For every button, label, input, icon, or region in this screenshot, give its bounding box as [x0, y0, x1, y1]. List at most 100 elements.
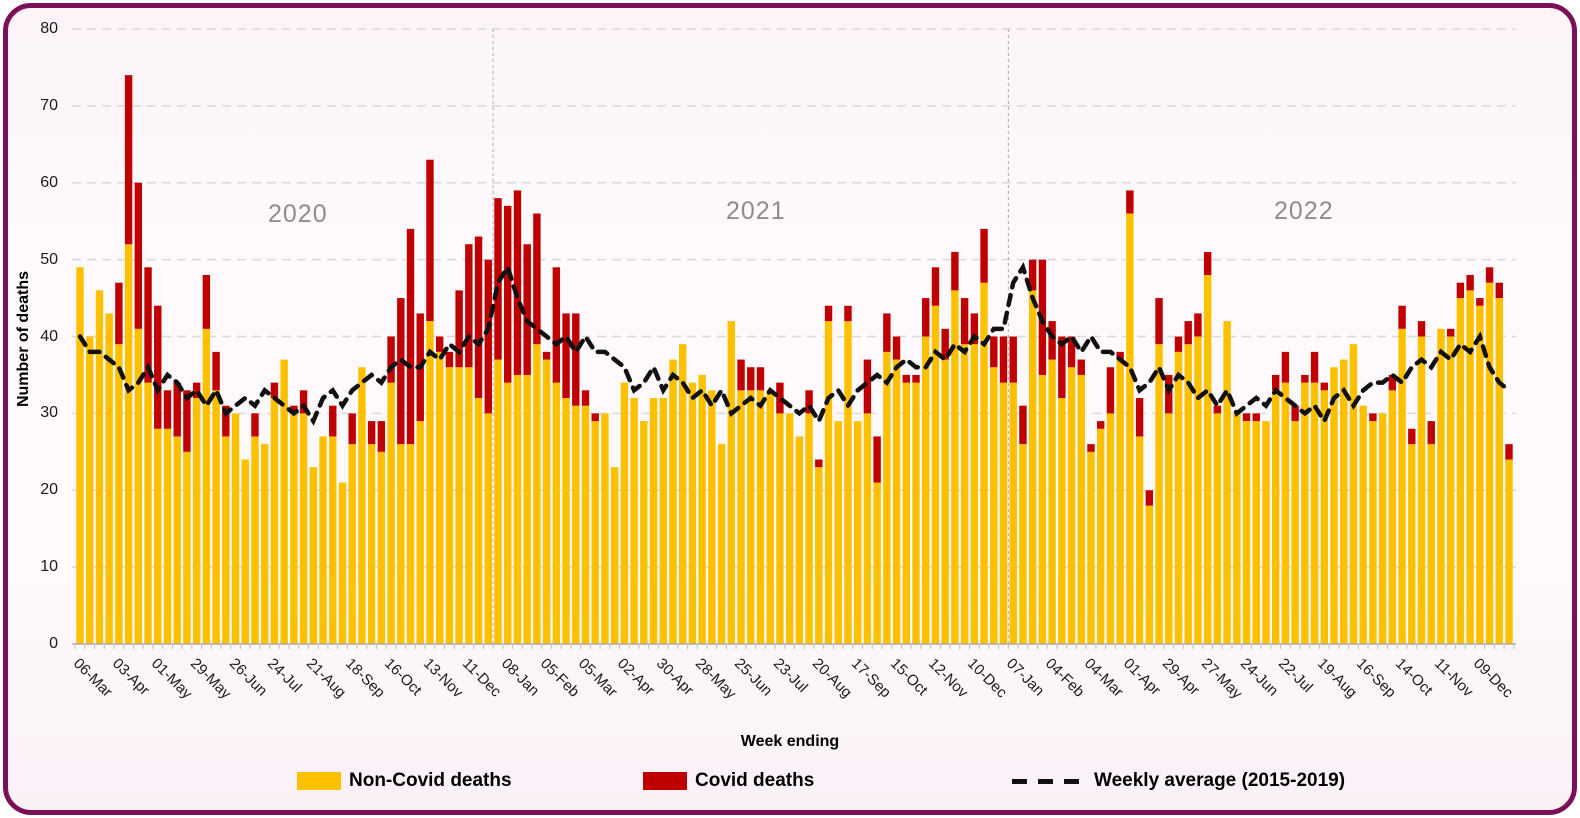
bar-noncovid: [902, 382, 910, 644]
y-tick-label: 40: [40, 327, 58, 345]
bar-noncovid: [261, 444, 269, 644]
bar-noncovid: [290, 413, 298, 644]
bar-noncovid: [504, 382, 512, 644]
bar-noncovid: [387, 382, 395, 644]
bar-noncovid: [1242, 421, 1251, 644]
bar-covid: [1213, 405, 1222, 414]
bar-noncovid: [212, 390, 220, 644]
bar-noncovid: [785, 413, 794, 644]
bar-noncovid: [154, 428, 162, 644]
bar-covid: [445, 351, 454, 368]
bar-noncovid: [1028, 290, 1037, 644]
bar-covid: [183, 390, 191, 452]
bar-covid: [1388, 374, 1397, 391]
bar-noncovid: [776, 413, 784, 644]
bar-covid: [455, 290, 463, 368]
bar-noncovid: [1077, 374, 1085, 644]
bar-noncovid: [679, 344, 687, 644]
bar-noncovid: [873, 482, 881, 644]
bar-covid: [552, 267, 561, 383]
legend-label: Weekly average (2015-2019): [1094, 770, 1346, 791]
bar-noncovid: [338, 482, 347, 644]
bar-noncovid: [1446, 336, 1455, 644]
year-label-2020: 2020: [268, 200, 328, 228]
bar-noncovid: [1155, 344, 1163, 644]
bar-covid: [931, 267, 940, 306]
bar-covid: [1135, 398, 1144, 437]
bar-noncovid: [1349, 344, 1358, 644]
bar-covid: [1028, 259, 1037, 291]
bar-noncovid: [319, 436, 327, 644]
bar-covid: [154, 305, 162, 429]
bar-noncovid: [533, 344, 541, 644]
bar-covid: [523, 244, 531, 375]
bar-noncovid: [1106, 413, 1115, 644]
bar-noncovid: [1145, 505, 1154, 644]
bar-noncovid: [397, 444, 405, 644]
bar-covid: [299, 390, 308, 414]
legend-item-noncovid: Non-Covid deaths: [297, 766, 512, 796]
bar-noncovid: [941, 359, 949, 644]
bar-covid: [1019, 405, 1027, 445]
bar-noncovid: [737, 390, 745, 644]
bar-covid: [1067, 336, 1076, 368]
bar-noncovid: [348, 444, 356, 644]
bar-noncovid: [805, 413, 813, 644]
bar-covid: [1058, 336, 1066, 398]
bar-noncovid: [1223, 321, 1231, 644]
bar-covid: [163, 390, 172, 429]
bar-noncovid: [581, 405, 590, 644]
bar-noncovid: [1019, 444, 1027, 644]
bar-covid: [426, 159, 434, 322]
bar-noncovid: [610, 467, 619, 644]
bar-covid: [1427, 421, 1435, 445]
bar-covid: [873, 436, 881, 483]
bar-noncovid: [620, 382, 629, 644]
y-tick-label: 30: [40, 404, 58, 422]
bar-covid: [1116, 351, 1124, 360]
bar-covid: [747, 367, 755, 391]
bar-noncovid: [1213, 413, 1222, 644]
bar-covid: [1252, 413, 1260, 422]
bar-noncovid: [688, 382, 697, 644]
bar-noncovid: [669, 359, 677, 644]
bar-noncovid: [1291, 421, 1299, 644]
bar-covid: [1184, 321, 1192, 345]
bar-noncovid: [601, 413, 609, 644]
bar-noncovid: [1262, 421, 1270, 644]
bar-noncovid: [1203, 275, 1212, 644]
bar-noncovid: [1048, 359, 1056, 644]
bar-covid: [572, 313, 580, 406]
bar-noncovid: [747, 390, 755, 644]
bar-noncovid: [1427, 444, 1435, 644]
bar-covid: [1466, 275, 1474, 291]
bar-noncovid: [844, 321, 852, 644]
dashed-line-swatch-icon: [1012, 778, 1086, 784]
bar-noncovid: [1378, 413, 1387, 644]
year-label-2021: 2021: [726, 197, 786, 225]
bar-noncovid: [912, 382, 920, 644]
bar-noncovid: [494, 359, 502, 644]
bar-covid: [941, 328, 949, 360]
bar-covid: [1320, 382, 1328, 391]
bar-covid: [776, 382, 784, 414]
bar-covid: [348, 413, 356, 445]
bar-noncovid: [931, 305, 940, 644]
bar-covid: [1485, 267, 1494, 283]
bar-noncovid: [1369, 421, 1377, 644]
bar-covid: [1155, 298, 1163, 345]
bar-noncovid: [1476, 305, 1484, 644]
bar-covid: [1077, 359, 1085, 375]
bar-covid: [990, 336, 998, 368]
bar-covid: [1126, 190, 1134, 214]
bar-noncovid: [183, 451, 191, 644]
bar-noncovid: [980, 282, 988, 644]
bar-noncovid: [523, 374, 531, 644]
bar-covid: [912, 374, 920, 383]
bar-covid: [222, 405, 230, 437]
bar-noncovid: [951, 290, 959, 644]
bar-noncovid: [270, 398, 279, 644]
bar-noncovid: [1437, 328, 1445, 644]
bar-covid: [1408, 428, 1416, 445]
noncovid-swatch-icon: [297, 772, 341, 790]
